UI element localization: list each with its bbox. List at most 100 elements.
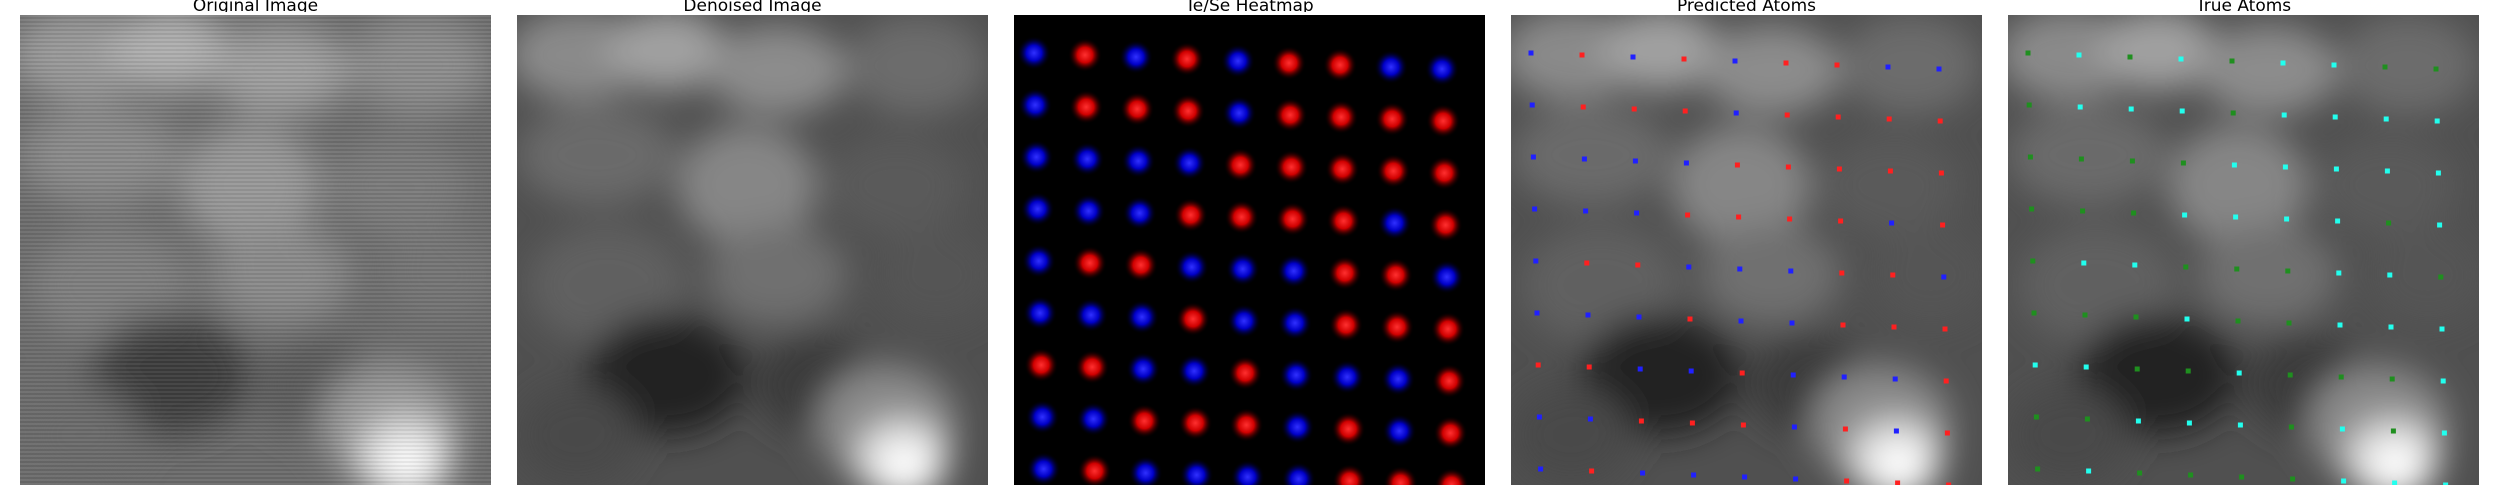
heatmap-blob-class-a [1433, 416, 1468, 450]
predicted-atom-class-a [1685, 212, 1691, 218]
heatmap-blob-class-b [1070, 142, 1105, 176]
heatmap-blob-class-a [1068, 38, 1102, 72]
heatmap-blob-class-a [1229, 408, 1264, 442]
predicted-atom-class-a [1844, 478, 1850, 484]
predicted-atom-class-a [1689, 420, 1695, 426]
predicted-atom-class-b [1632, 158, 1638, 164]
predicted-atom-class-b [1793, 476, 1799, 482]
true-atom-class-a [2081, 260, 2087, 266]
predicted-atom-class-a [1942, 326, 1948, 332]
heatmap-blob-class-b [1222, 96, 1257, 130]
heatmap-blob-class-a [1127, 404, 1162, 438]
predicted-atom-class-a [1840, 322, 1846, 328]
heatmap-blob-class-a [1072, 246, 1107, 280]
predicted-atom-class-b [1688, 368, 1694, 374]
true-atom-class-b [2390, 428, 2396, 434]
true-atom-class-a [2335, 218, 2341, 224]
true-atom-class-a [2387, 272, 2393, 278]
predicted-atom-class-b [1533, 258, 1539, 264]
heatmap-blob-class-a [1077, 454, 1112, 485]
true-atom-class-a [2339, 426, 2345, 432]
predicted-atom-class-b [1581, 156, 1587, 162]
heatmap-blob-class-b [1382, 414, 1417, 448]
predicted-atom-class-b [1885, 64, 1891, 70]
predicted-atom-class-b [1738, 318, 1744, 324]
true-atom-class-b [2078, 156, 2084, 162]
heatmap-blob-class-a [1176, 302, 1210, 336]
true-atom-class-b [2127, 54, 2133, 60]
true-atom-class-a [2443, 482, 2449, 485]
heatmap-blob-class-a [1431, 312, 1465, 346]
heatmap-blob-class-a [1323, 48, 1357, 82]
predicted-atom-class-b [1941, 274, 1947, 280]
denoised-image-panel [517, 15, 988, 485]
true-atom-class-b [2035, 466, 2041, 472]
predicted-atom-class-b [1732, 58, 1738, 64]
heatmap-blob-class-a [1275, 202, 1310, 236]
predicted-atom-class-b [1532, 206, 1538, 212]
predicted-atom-class-b [1640, 470, 1646, 476]
true-atom-class-a [2077, 104, 2083, 110]
heatmap-blob-class-b [1281, 462, 1316, 485]
true-atom-class-a [2441, 430, 2447, 436]
true-atom-class-a [2132, 262, 2138, 268]
heatmap-blob-class-a [1326, 204, 1361, 238]
predicted-atom-class-a [1938, 170, 1944, 176]
heatmap-blob-class-a [1432, 364, 1467, 398]
heatmap-blob-class-a [1380, 310, 1414, 344]
true-atom-class-a [2388, 324, 2394, 330]
true-atom-class-a [2184, 316, 2190, 322]
heatmap-blob-class-b [1278, 306, 1312, 340]
heatmap-blob-class-b [1425, 52, 1459, 86]
panel-title-heatmap: Te/Se Heatmap [1185, 0, 1314, 12]
heatmap-blob-class-a [1375, 102, 1410, 136]
heatmap-blob-class-a [1325, 152, 1360, 186]
true-atom-class-a [2337, 322, 2343, 328]
true-atom-class-a [2383, 116, 2389, 122]
heatmap-blob-class-b [1429, 260, 1464, 294]
true-atom-class-a [2086, 468, 2092, 474]
predicted-atom-class-b [1686, 264, 1692, 270]
predicted-atom-class-b [1528, 50, 1534, 56]
heatmap-blob-class-b [1174, 250, 1209, 284]
heatmap-blob-class-a [1224, 200, 1259, 234]
true-atom-class-b [2080, 208, 2086, 214]
true-atom-class-b [2033, 414, 2039, 420]
predicted-atom-class-b [1733, 110, 1739, 116]
true-atom-class-b [2027, 154, 2033, 160]
true-atom-class-a [2281, 112, 2287, 118]
heatmap-blob-class-b [1179, 458, 1214, 485]
true-atom-class-b [2183, 264, 2189, 270]
heatmap-blob-class-b [1221, 44, 1255, 78]
true-atom-class-b [2188, 472, 2194, 478]
panel-title-predicted: Predicted Atoms [1676, 0, 1817, 12]
predicted-atom-class-b [1585, 312, 1591, 318]
predicted-atom-class-a [1783, 60, 1789, 66]
predicted-atom-class-a [1584, 260, 1590, 266]
true-atom-class-b [2239, 474, 2245, 480]
predicted-atom-class-a [1890, 272, 1896, 278]
heatmap-blob-class-b [1227, 304, 1261, 338]
true-atom-class-b [2438, 274, 2444, 280]
heatmap-blob-class-a [1120, 92, 1155, 126]
predicted-atom-class-a [1681, 56, 1687, 62]
predicted-atom-class-a [1784, 112, 1790, 118]
predicted-atom-class-b [1936, 66, 1942, 72]
predicted-atom-class-b [1636, 314, 1642, 320]
true-atom-class-a [2128, 106, 2134, 112]
heatmap-blob-class-b [1023, 296, 1057, 330]
true-atom-class-a [2434, 118, 2440, 124]
true-atom-class-b [2286, 320, 2292, 326]
predicted-atom-class-b [1534, 310, 1540, 316]
predicted-atom-class-a [1946, 482, 1952, 485]
predicted-atom-class-a [1687, 316, 1693, 322]
predicted-atom-class-b [1893, 428, 1899, 434]
heatmap-blob-class-b [1177, 354, 1212, 388]
panel-title-original: Original Image [192, 0, 319, 12]
true-atom-class-a [2384, 168, 2390, 174]
predicted-atom-class-a [1787, 216, 1793, 222]
true-atom-class-b [2230, 110, 2236, 116]
heatmap-blob-class-a [1426, 104, 1461, 138]
predicted-atom-class-a [1638, 418, 1644, 424]
predicted-atoms-panel [1511, 15, 1982, 485]
